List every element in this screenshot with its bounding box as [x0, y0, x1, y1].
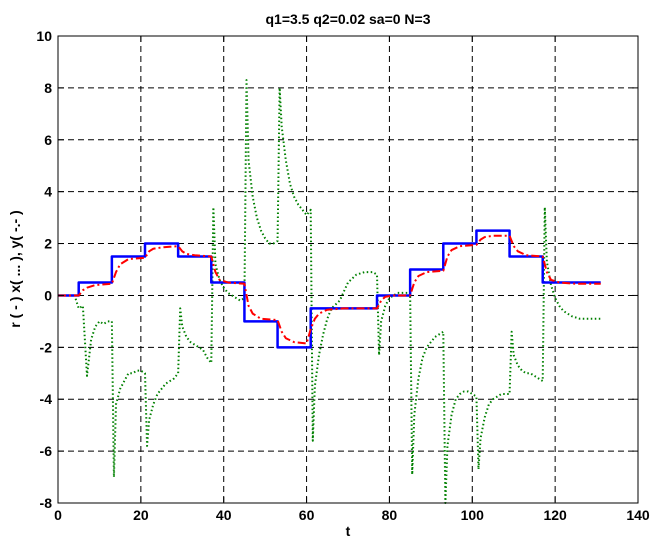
y-tick-label: -8	[40, 495, 53, 511]
x-tick-label: 100	[461, 507, 485, 523]
x-tick-label: 120	[543, 507, 567, 523]
x-tick-label: 140	[626, 507, 650, 523]
grid	[58, 36, 638, 503]
y-tick-label: -2	[40, 339, 53, 355]
series-layer	[58, 79, 601, 504]
chart-title: q1=3.5 q2=0.02 sa=0 N=3	[265, 11, 430, 27]
y-tick-label: -4	[40, 391, 53, 407]
ticks	[57, 35, 639, 504]
x-axis-label: t	[346, 523, 351, 539]
x-tick-label: 60	[299, 507, 315, 523]
x-tick-label: 80	[382, 507, 398, 523]
x-tick-label: 20	[133, 507, 149, 523]
plot-frame	[57, 35, 639, 504]
x-tick-labels: 0 20 40 60 80 100 120 140	[54, 507, 650, 523]
y-tick-label: 8	[44, 80, 52, 96]
series-r-solid-line	[58, 229, 601, 349]
y-tick-label: 10	[36, 28, 52, 44]
y-tick-label: 0	[44, 287, 52, 303]
x-tick-label: 40	[216, 507, 232, 523]
y-axis-label: r ( - ) x( ... ), y( -.- )	[7, 210, 23, 327]
series-y-dashdot-line	[58, 234, 601, 345]
series-x-dotted-line	[58, 79, 601, 504]
y-tick-label: 4	[44, 184, 52, 200]
plot-area	[58, 36, 638, 503]
y-tick-label: 2	[44, 236, 52, 252]
y-tick-label: 6	[44, 132, 52, 148]
y-tick-labels: -8 -6 -4 -2 0 2 4 6 8 10	[36, 28, 52, 511]
x-tick-label: 0	[54, 507, 62, 523]
y-tick-label: -6	[40, 443, 53, 459]
